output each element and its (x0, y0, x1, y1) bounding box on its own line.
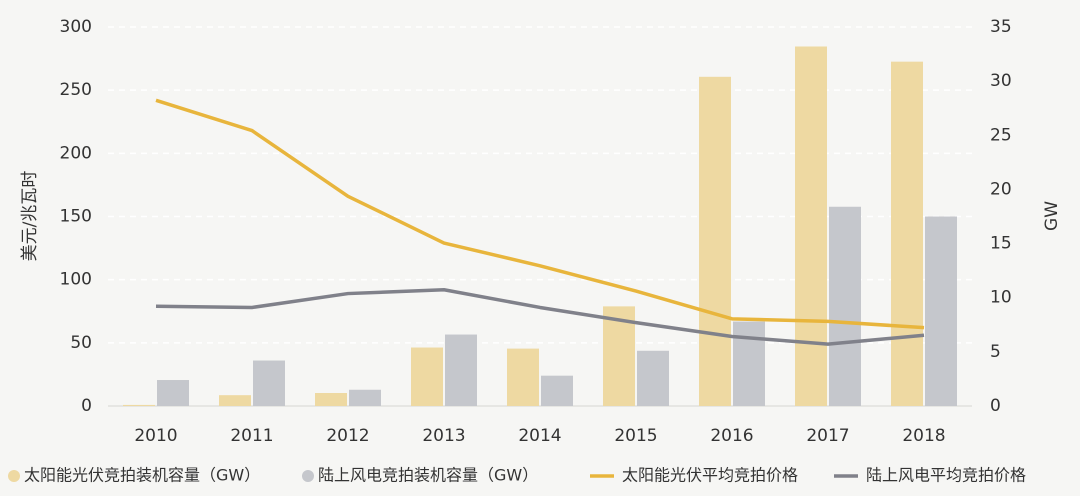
y2-tick-label: 20 (990, 179, 1012, 199)
line (155, 98, 925, 330)
bar (157, 380, 189, 406)
bar (733, 321, 765, 406)
bar (829, 206, 861, 406)
y-tick-label: 150 (60, 207, 92, 227)
bar (795, 46, 827, 407)
y-tick-label: 50 (70, 333, 92, 353)
legend-label: 陆上风电竞拍装机容量（GW） (318, 466, 538, 485)
bar (445, 334, 477, 406)
legend-marker (302, 470, 314, 482)
bar (315, 393, 347, 406)
bar (123, 404, 155, 406)
x-tick-label: 2010 (134, 426, 177, 446)
bar (925, 216, 957, 406)
y-tick-label: 250 (60, 80, 92, 100)
y2-tick-label: 15 (990, 234, 1012, 254)
y-axis-label: 美元/兆瓦时 (20, 171, 40, 262)
y2-tick-label: 0 (990, 396, 1001, 416)
x-tick-label: 2014 (518, 426, 561, 446)
x-tick-label: 2011 (230, 426, 273, 446)
bar (637, 350, 669, 406)
legend-marker (8, 470, 20, 482)
bar (891, 61, 923, 406)
y2-tick-label: 25 (990, 125, 1012, 145)
x-tick-label: 2016 (710, 426, 753, 446)
x-tick-label: 2015 (614, 426, 657, 446)
bar (219, 395, 251, 406)
y2-tick-label: 10 (990, 288, 1012, 308)
bar (541, 375, 573, 406)
y2-tick-label: 5 (990, 342, 1001, 362)
legend-label: 太阳能光伏竞拍装机容量（GW） (24, 466, 260, 485)
x-tick-label: 2018 (902, 426, 945, 446)
x-tick-label: 2012 (326, 426, 369, 446)
y-tick-label: 100 (60, 270, 92, 290)
x-tick-label: 2017 (806, 426, 849, 446)
bar (507, 348, 539, 406)
bar (349, 389, 381, 406)
bar (253, 360, 285, 406)
x-tick-label: 2013 (422, 426, 465, 446)
y2-axis-label: GW (1042, 201, 1062, 231)
bar (411, 347, 443, 406)
line (155, 288, 925, 346)
bar (699, 76, 731, 406)
y-tick-label: 200 (60, 143, 92, 163)
y-tick-label: 0 (81, 396, 92, 416)
y2-tick-label: 35 (990, 17, 1012, 37)
legend-label: 太阳能光伏平均竞拍价格 (622, 466, 798, 485)
y-tick-label: 300 (60, 17, 92, 37)
legend: 太阳能光伏竞拍装机容量（GW） 陆上风电竞拍装机容量（GW） 太阳能光伏平均竞拍价格… (8, 466, 1026, 485)
y2-tick-label: 30 (990, 71, 1012, 91)
legend-label: 陆上风电平均竞拍价格 (866, 466, 1026, 485)
